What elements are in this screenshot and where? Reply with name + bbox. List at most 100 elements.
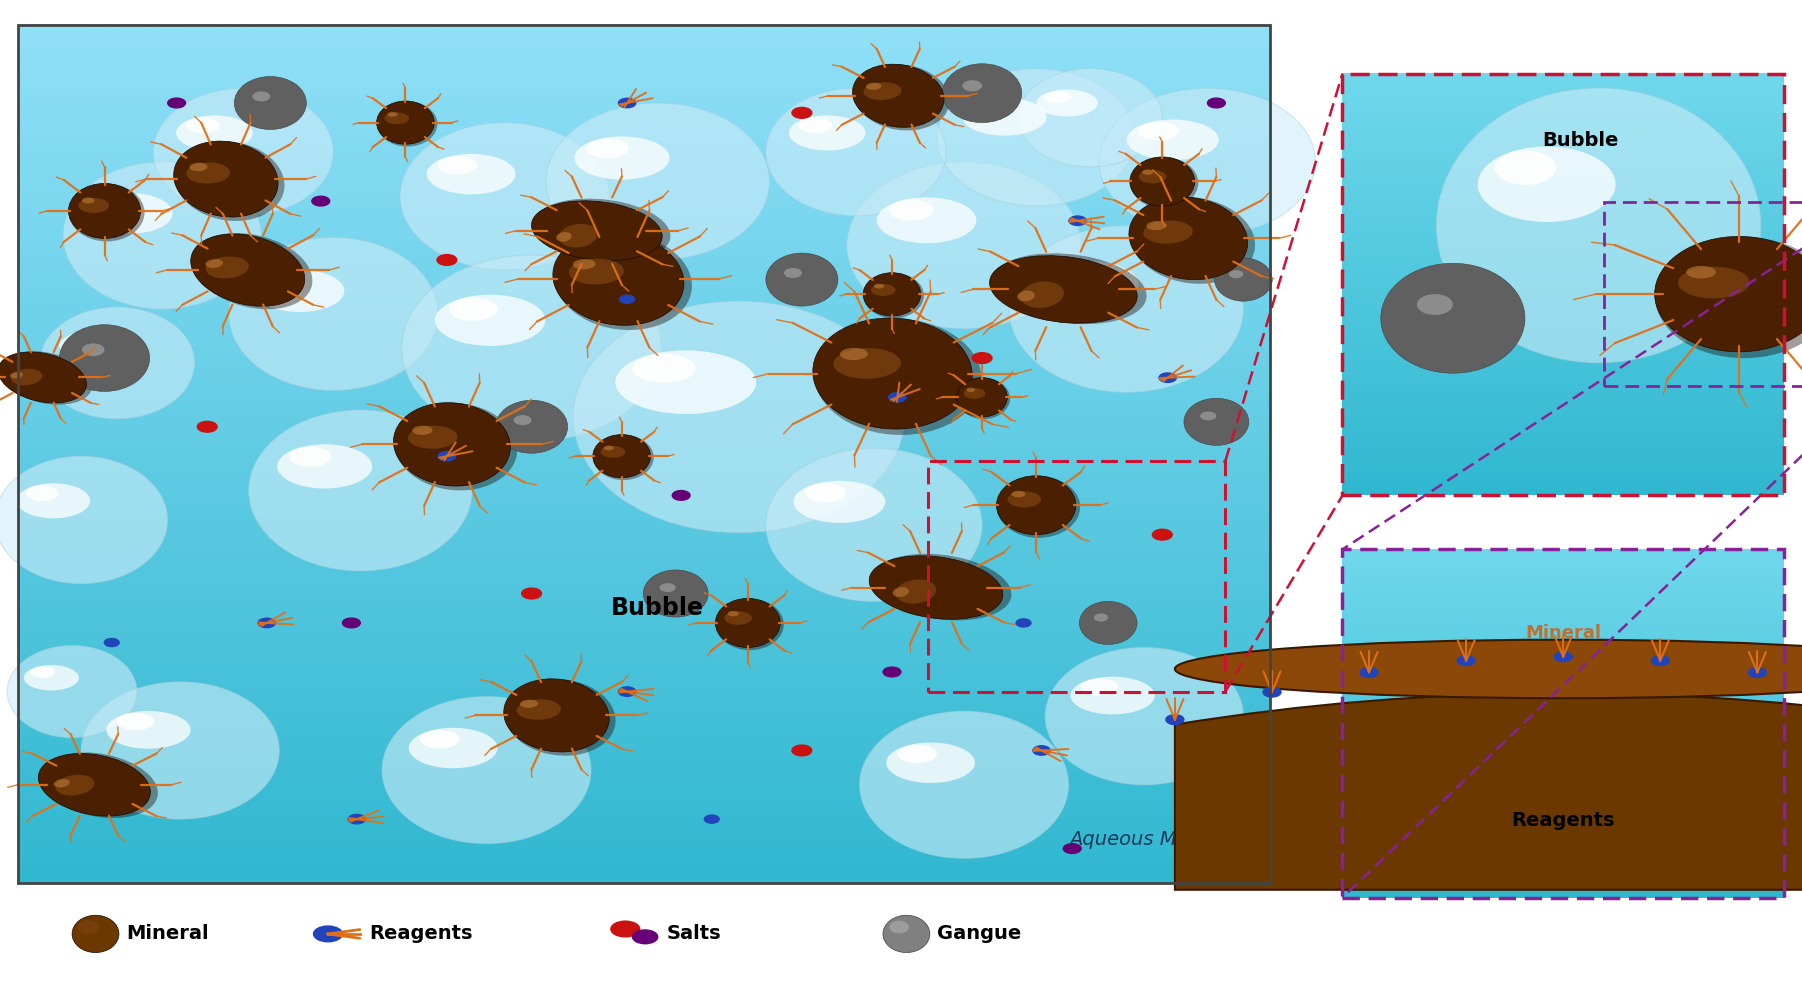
- Ellipse shape: [1678, 267, 1750, 298]
- Ellipse shape: [400, 123, 609, 270]
- Ellipse shape: [252, 91, 270, 101]
- Ellipse shape: [1043, 91, 1072, 103]
- Ellipse shape: [229, 237, 438, 390]
- Ellipse shape: [1200, 411, 1216, 421]
- Circle shape: [888, 392, 906, 402]
- Circle shape: [312, 196, 330, 206]
- Ellipse shape: [964, 387, 986, 398]
- Circle shape: [618, 98, 636, 108]
- Ellipse shape: [1142, 170, 1153, 175]
- Ellipse shape: [962, 80, 982, 91]
- Ellipse shape: [1139, 170, 1166, 183]
- Ellipse shape: [1130, 157, 1195, 206]
- Ellipse shape: [815, 319, 982, 435]
- Ellipse shape: [643, 570, 708, 617]
- Ellipse shape: [438, 156, 478, 175]
- Ellipse shape: [521, 699, 539, 708]
- Circle shape: [348, 814, 366, 824]
- Text: Gangue: Gangue: [937, 924, 1022, 944]
- Circle shape: [620, 295, 634, 303]
- Circle shape: [438, 451, 456, 461]
- Bar: [18, 25, 1270, 883]
- Ellipse shape: [870, 284, 896, 296]
- Circle shape: [633, 930, 658, 944]
- Text: Aqueous Medium: Aqueous Medium: [1069, 830, 1238, 849]
- Circle shape: [168, 98, 186, 108]
- Ellipse shape: [1146, 221, 1168, 231]
- Ellipse shape: [173, 141, 278, 217]
- Circle shape: [1651, 655, 1669, 665]
- Text: Bubble: Bubble: [611, 596, 705, 620]
- Ellipse shape: [869, 556, 1002, 619]
- Ellipse shape: [0, 352, 86, 403]
- Text: Reagents: Reagents: [369, 924, 472, 944]
- Circle shape: [793, 746, 811, 755]
- Ellipse shape: [56, 775, 94, 796]
- Ellipse shape: [937, 69, 1135, 206]
- Ellipse shape: [887, 743, 975, 783]
- Ellipse shape: [40, 307, 195, 419]
- Ellipse shape: [517, 699, 560, 720]
- Ellipse shape: [16, 484, 90, 518]
- Ellipse shape: [63, 162, 261, 309]
- Ellipse shape: [402, 255, 661, 441]
- Ellipse shape: [863, 82, 901, 100]
- Ellipse shape: [186, 163, 231, 183]
- Ellipse shape: [505, 679, 616, 755]
- Ellipse shape: [1478, 146, 1616, 222]
- Ellipse shape: [897, 745, 937, 763]
- Circle shape: [1033, 746, 1051, 755]
- Ellipse shape: [63, 162, 261, 309]
- Ellipse shape: [205, 257, 249, 279]
- Ellipse shape: [377, 101, 438, 146]
- Ellipse shape: [614, 350, 757, 414]
- Circle shape: [438, 254, 458, 265]
- Ellipse shape: [72, 915, 119, 953]
- Ellipse shape: [852, 64, 944, 128]
- Ellipse shape: [586, 138, 629, 158]
- Ellipse shape: [728, 611, 739, 616]
- Ellipse shape: [449, 297, 497, 321]
- Ellipse shape: [784, 268, 802, 278]
- Ellipse shape: [798, 118, 833, 133]
- Ellipse shape: [256, 270, 344, 312]
- Ellipse shape: [384, 113, 409, 125]
- Ellipse shape: [1079, 601, 1137, 645]
- Ellipse shape: [533, 198, 670, 262]
- Circle shape: [198, 422, 218, 432]
- Ellipse shape: [1416, 294, 1452, 315]
- Ellipse shape: [505, 679, 609, 752]
- Ellipse shape: [1130, 197, 1254, 284]
- Ellipse shape: [393, 402, 510, 486]
- Ellipse shape: [942, 64, 1022, 123]
- Ellipse shape: [997, 476, 1079, 538]
- Ellipse shape: [870, 553, 1011, 620]
- Ellipse shape: [1184, 398, 1249, 445]
- Ellipse shape: [1018, 290, 1034, 301]
- Ellipse shape: [957, 378, 1011, 419]
- Circle shape: [1207, 98, 1225, 108]
- Ellipse shape: [575, 136, 670, 180]
- Ellipse shape: [1142, 221, 1193, 243]
- Ellipse shape: [407, 426, 458, 448]
- Ellipse shape: [67, 333, 97, 346]
- Ellipse shape: [267, 272, 306, 291]
- Ellipse shape: [77, 920, 99, 934]
- Ellipse shape: [989, 256, 1137, 323]
- Circle shape: [1263, 688, 1281, 697]
- Ellipse shape: [1070, 677, 1155, 714]
- Ellipse shape: [23, 665, 79, 691]
- Ellipse shape: [937, 69, 1135, 206]
- Circle shape: [705, 815, 719, 823]
- Ellipse shape: [546, 103, 769, 260]
- Ellipse shape: [660, 583, 676, 593]
- Ellipse shape: [1656, 237, 1802, 358]
- Ellipse shape: [962, 98, 1047, 135]
- Ellipse shape: [991, 253, 1146, 324]
- Ellipse shape: [863, 273, 924, 318]
- Ellipse shape: [175, 141, 285, 221]
- Ellipse shape: [1007, 491, 1042, 507]
- Circle shape: [314, 926, 342, 942]
- Ellipse shape: [1011, 490, 1025, 497]
- Ellipse shape: [117, 713, 155, 730]
